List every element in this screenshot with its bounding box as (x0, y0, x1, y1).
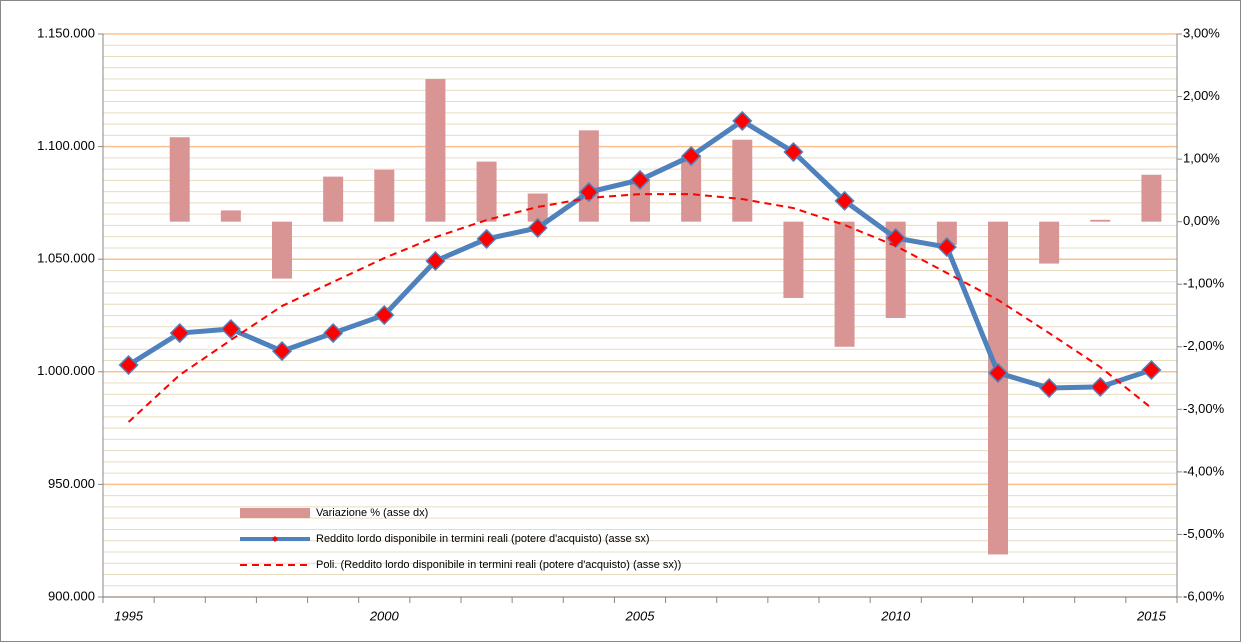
bar (1039, 221, 1060, 264)
bar (936, 221, 957, 245)
legend-label: Reddito lordo disponibile in termini rea… (316, 533, 649, 545)
marker (1039, 377, 1060, 399)
legend-swatch (240, 508, 310, 518)
marker (681, 145, 702, 167)
bar (783, 221, 804, 298)
y-tick-label: 1.000.000 (37, 363, 95, 378)
bar (272, 221, 292, 279)
marker (1090, 376, 1111, 397)
y2-tick-label: -3,00% (1183, 401, 1225, 416)
y2-tick-label: 0,00% (1183, 213, 1220, 228)
y-tick-label: 950.000 (48, 476, 95, 491)
bar (323, 176, 344, 222)
y-tick-label: 900.000 (48, 588, 95, 603)
bar (220, 210, 241, 222)
marker (885, 227, 906, 249)
bar (681, 155, 702, 222)
y2-tick-label: 1,00% (1183, 151, 1220, 166)
y2-tick-label: -1,00% (1183, 276, 1225, 291)
x-tick-label: 2015 (1136, 608, 1167, 623)
bar (834, 221, 855, 347)
marker (220, 318, 241, 340)
legend: Variazione % (asse dx) Reddito lordo disp… (240, 507, 681, 571)
y2-tick-label: -6,00% (1183, 588, 1225, 603)
bar (1141, 174, 1162, 222)
marker (783, 141, 804, 163)
legend-label: Poli. (Reddito lordo disponibile in term… (316, 559, 681, 571)
marker (476, 228, 497, 249)
marker (1141, 359, 1162, 381)
bar (476, 161, 497, 222)
marker (834, 190, 855, 211)
marker (169, 323, 190, 344)
legend-label: Variazione % (asse dx) (316, 507, 428, 519)
marker (987, 362, 1009, 383)
bar (527, 193, 548, 222)
y2-tick-label: 3,00% (1183, 25, 1220, 40)
y2-tick-label: 2,00% (1183, 88, 1220, 103)
trend-line (127, 193, 1153, 423)
x-tick-label: 2000 (369, 608, 400, 623)
marker (732, 110, 753, 131)
marker (118, 354, 139, 376)
y2-tick-label: -5,00% (1183, 526, 1225, 541)
marker (629, 169, 651, 190)
marker (271, 341, 293, 362)
marker (527, 217, 548, 238)
bar (630, 179, 650, 222)
marker (425, 250, 446, 272)
y2-tick-label: -2,00% (1183, 338, 1225, 353)
marker (936, 236, 957, 258)
bar (578, 130, 599, 222)
marker (578, 182, 599, 203)
x-tick-label: 2005 (625, 608, 656, 623)
bar (169, 137, 190, 222)
bar (425, 79, 446, 222)
bar (885, 221, 906, 319)
bar (988, 221, 1008, 555)
x-tick-label: 2010 (880, 608, 911, 623)
y-tick-label: 1.150.000 (37, 25, 95, 40)
marker (374, 304, 395, 326)
bar (1090, 219, 1111, 222)
y2-tick-label: -4,00% (1183, 463, 1225, 478)
x-tick-label: 1995 (114, 608, 144, 623)
marker (323, 323, 344, 344)
y-tick-label: 1.100.000 (37, 138, 95, 153)
bar (732, 139, 753, 222)
legend-marker (272, 536, 278, 542)
y-tick-label: 1.050.000 (37, 251, 95, 266)
bar (374, 169, 395, 222)
